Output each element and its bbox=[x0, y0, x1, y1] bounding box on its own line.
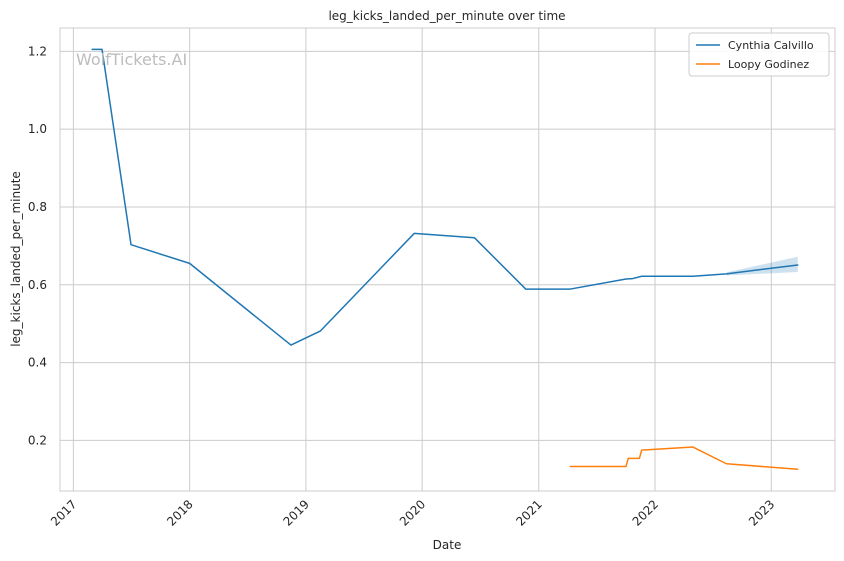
y-tick-label: 0.8 bbox=[28, 200, 47, 214]
data-point bbox=[640, 449, 643, 452]
legend: Cynthia Calvillo Loopy Godinez bbox=[688, 32, 830, 77]
data-point bbox=[627, 457, 630, 460]
y-tick-label: 0.4 bbox=[28, 356, 47, 370]
grid-lines bbox=[60, 28, 835, 491]
data-point bbox=[796, 263, 799, 266]
x-tick-label: 2018 bbox=[164, 497, 195, 528]
y-tick-label: 0.2 bbox=[28, 433, 47, 447]
data-point bbox=[289, 344, 292, 347]
y-tick-label: 0.6 bbox=[28, 278, 47, 292]
chart-title: leg_kicks_landed_per_minute over time bbox=[328, 9, 565, 23]
data-point bbox=[188, 262, 191, 265]
x-tick-label: 2020 bbox=[397, 497, 428, 528]
data-point bbox=[569, 465, 572, 468]
data-point bbox=[319, 330, 322, 333]
x-axis-title: Date bbox=[433, 538, 462, 552]
data-point bbox=[638, 457, 641, 460]
data-point bbox=[796, 468, 799, 471]
data-point bbox=[569, 288, 572, 291]
series-line-loopy-godinez bbox=[569, 446, 799, 470]
x-tick-label: 2021 bbox=[513, 497, 544, 528]
legend-label: Loopy Godinez bbox=[728, 58, 809, 71]
data-point bbox=[725, 462, 728, 465]
legend-label: Cynthia Calvillo bbox=[728, 39, 814, 52]
data-point bbox=[625, 277, 628, 280]
y-tick-label: 1.0 bbox=[28, 122, 47, 136]
data-point bbox=[625, 465, 628, 468]
data-point bbox=[691, 446, 694, 449]
data-point bbox=[413, 232, 416, 235]
data-point bbox=[524, 288, 527, 291]
x-tick-label: 2023 bbox=[746, 497, 777, 528]
x-axis-ticks: 2017 2018 2019 2020 2021 2022 2023 bbox=[48, 497, 777, 528]
data-point bbox=[640, 275, 643, 278]
series-lines bbox=[91, 48, 799, 471]
watermark-logo: WolfTickets.AI bbox=[76, 50, 187, 69]
legend-box bbox=[688, 32, 830, 77]
data-point bbox=[691, 275, 694, 278]
data-point bbox=[631, 277, 634, 280]
plot-frame bbox=[59, 27, 836, 492]
x-tick-label: 2017 bbox=[48, 497, 79, 528]
y-axis-title: leg_kicks_landed_per_minute bbox=[9, 171, 23, 347]
y-axis-ticks: 0.2 0.4 0.6 0.8 1.0 1.2 bbox=[28, 44, 47, 447]
x-tick-label: 2019 bbox=[281, 497, 312, 528]
data-point bbox=[473, 236, 476, 239]
x-tick-label: 2022 bbox=[630, 497, 661, 528]
confidence-bands bbox=[726, 256, 798, 276]
data-point bbox=[130, 243, 133, 246]
y-tick-label: 1.2 bbox=[28, 44, 47, 58]
confidence-band bbox=[726, 256, 798, 276]
series-line-cynthia-calvillo bbox=[91, 48, 799, 346]
data-point bbox=[725, 272, 728, 275]
plot-area: WolfTickets.AI bbox=[59, 27, 836, 492]
